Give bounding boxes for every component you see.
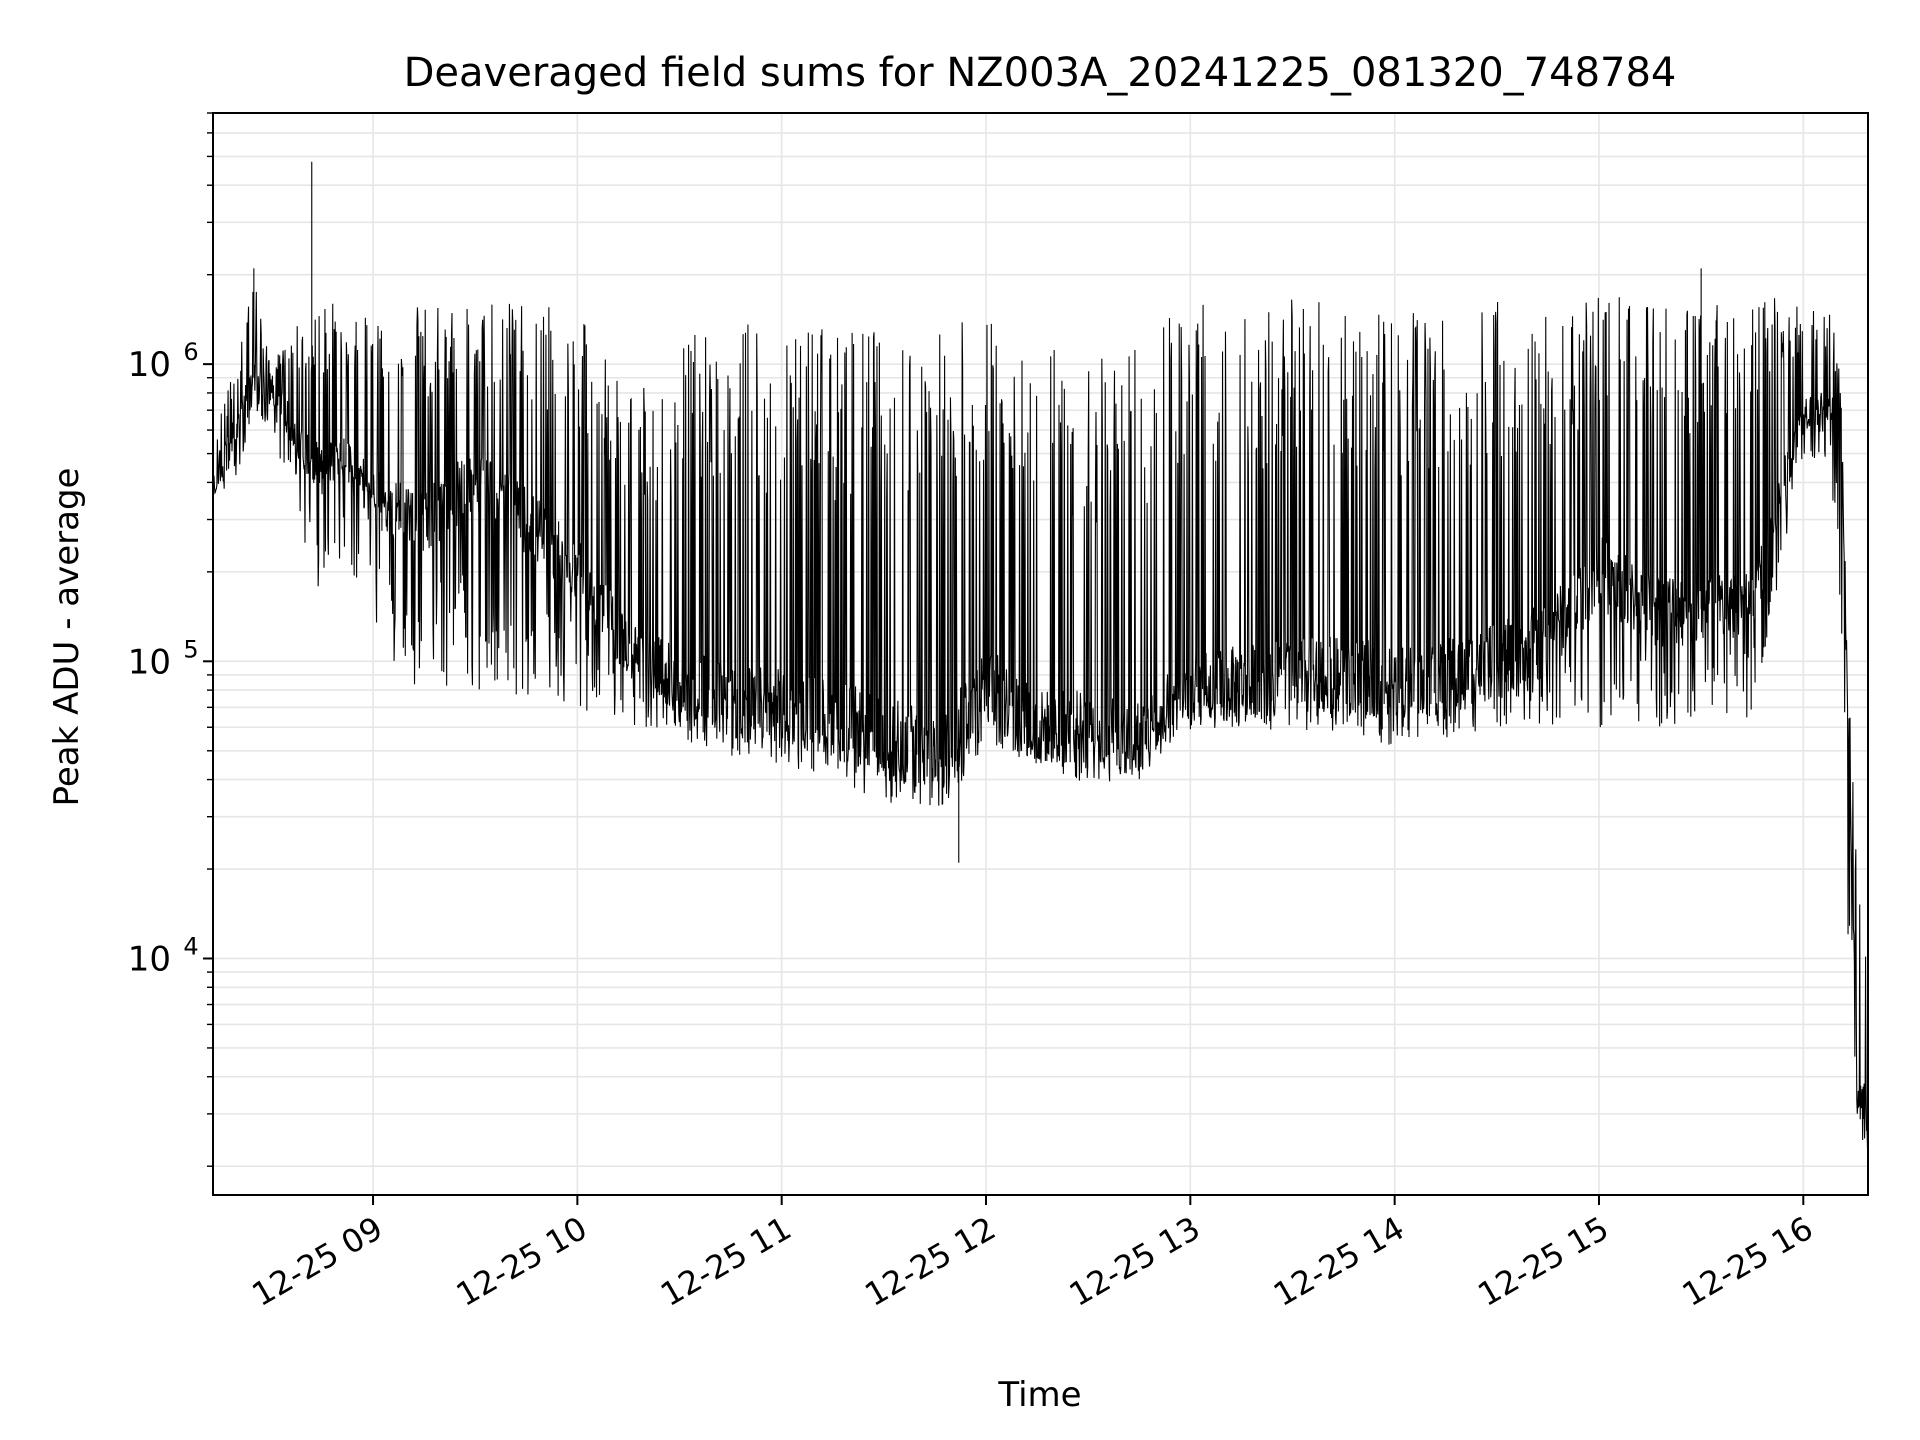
y-tick-label: 10 xyxy=(128,345,171,385)
plot-area xyxy=(212,161,1869,1149)
y-tick-label: 10 xyxy=(128,642,171,682)
axes-frame xyxy=(212,112,1869,1196)
chart-title: Deaveraged field sums for NZ003A_2024122… xyxy=(404,50,1677,96)
y-tick-exponent: 4 xyxy=(183,932,198,960)
x-tick-label: 12-25 16 xyxy=(1676,1209,1820,1314)
y-tick-exponent: 5 xyxy=(183,635,198,663)
x-tick-label: 12-25 11 xyxy=(654,1209,798,1314)
y-axis-ticks: 10 4 10 5 10 6 xyxy=(128,112,213,1167)
x-tick-label: 12-25 15 xyxy=(1471,1209,1615,1314)
y-axis-label: Peak ADU - average xyxy=(47,468,87,807)
x-axis-ticks: 12-25 09 12-25 10 12-25 11 12-25 12 12-25 13… xyxy=(245,1195,1819,1314)
y-tick-label: 10 xyxy=(128,939,171,979)
x-tick-label: 12-25 10 xyxy=(450,1209,594,1314)
x-tick-label: 12-25 09 xyxy=(245,1209,389,1314)
x-tick-label: 12-25 13 xyxy=(1063,1209,1207,1314)
x-tick-label: 12-25 12 xyxy=(858,1209,1002,1314)
x-tick-label: 12-25 14 xyxy=(1267,1209,1411,1314)
data-series-line xyxy=(212,161,1869,1149)
y-tick-exponent: 6 xyxy=(183,338,198,366)
x-axis-label: Time xyxy=(997,1375,1081,1415)
